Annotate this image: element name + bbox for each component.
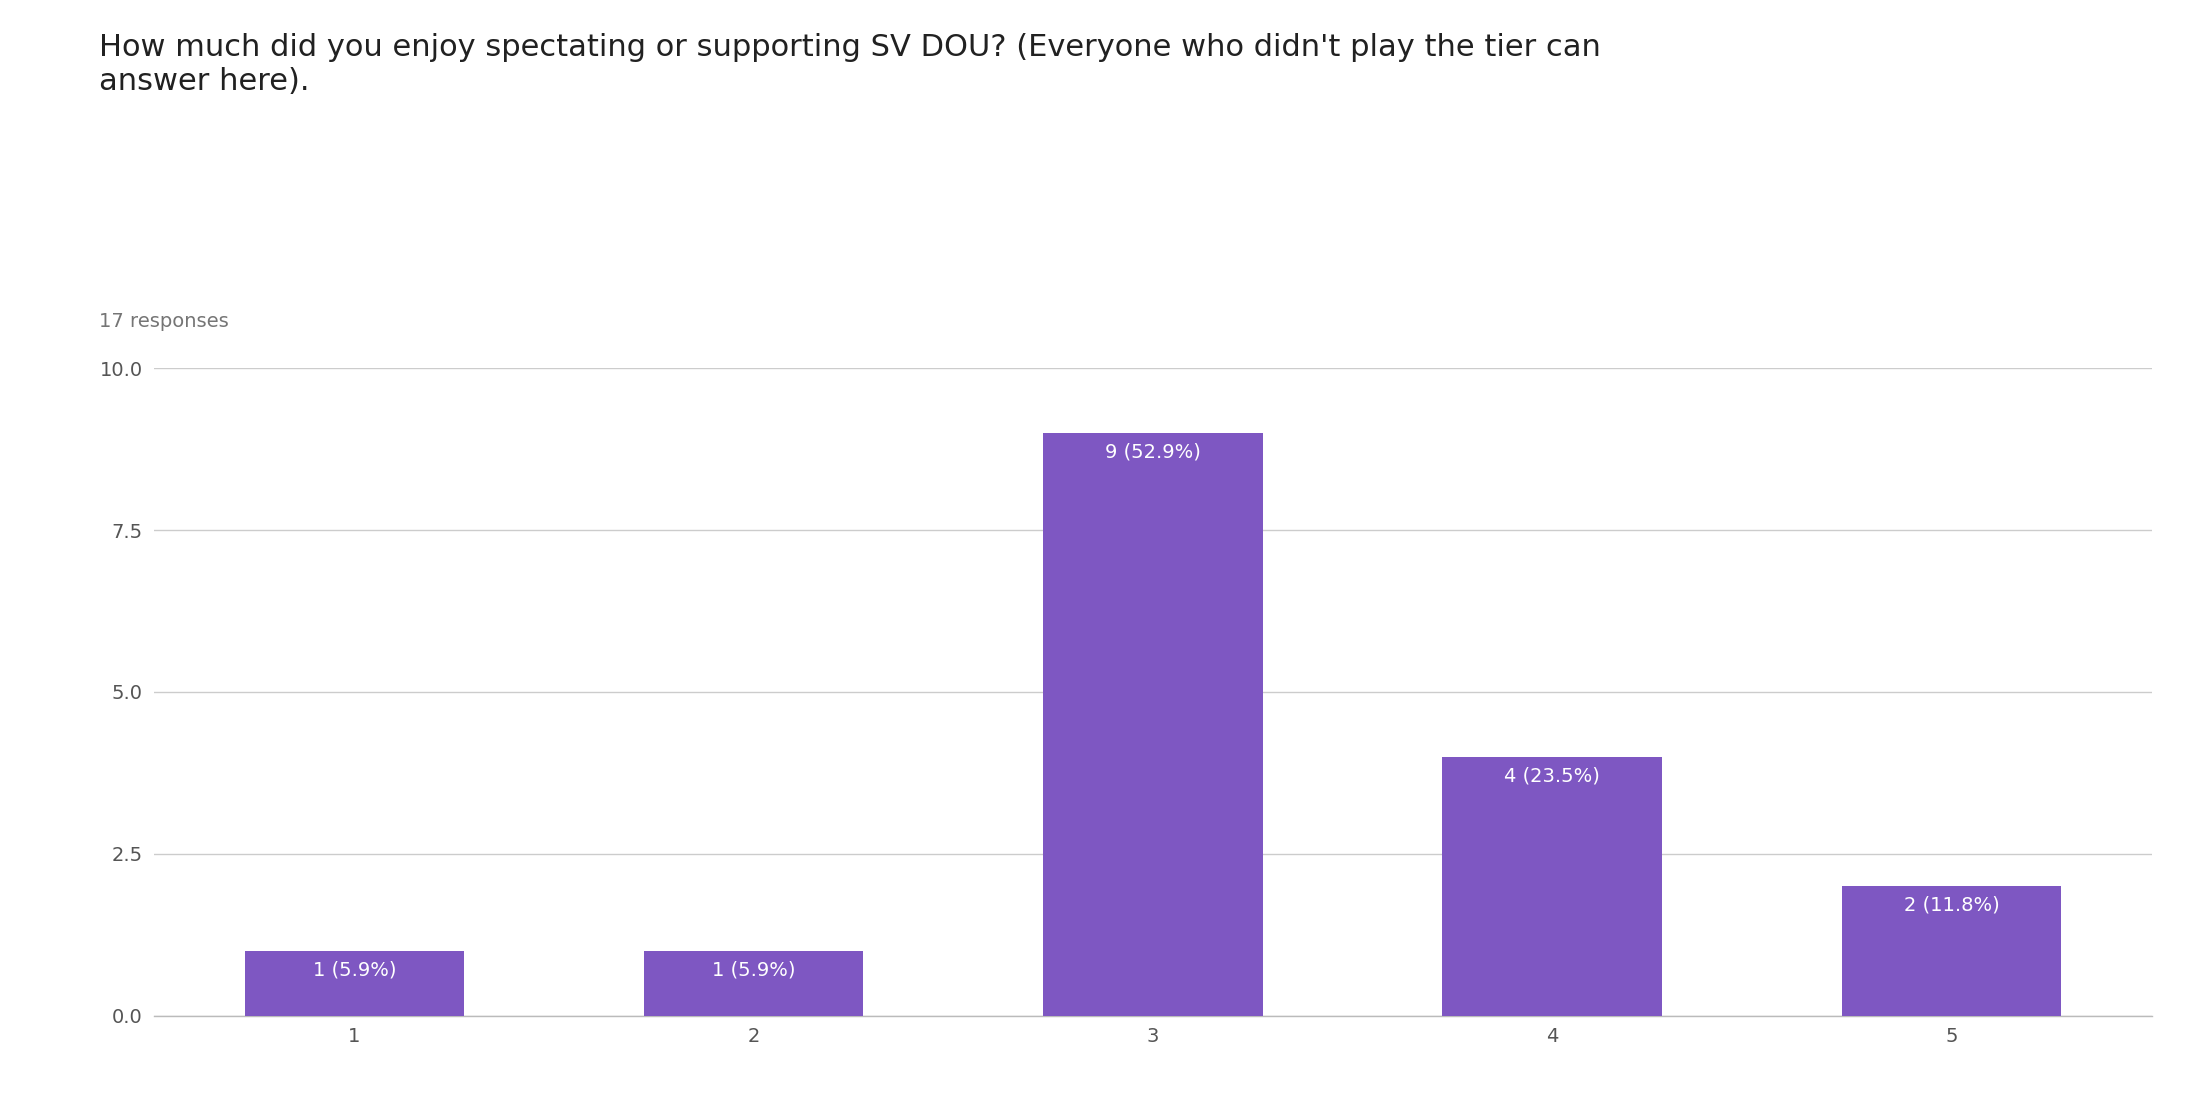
Bar [1043, 433, 1263, 1016]
Text: 9 (52.9%): 9 (52.9%) [1105, 443, 1201, 462]
Text: 1 (5.9%): 1 (5.9%) [712, 961, 795, 980]
Text: 17 responses: 17 responses [99, 312, 228, 331]
Text: How much did you enjoy spectating or supporting SV DOU? (Everyone who didn't pla: How much did you enjoy spectating or sup… [99, 33, 1601, 96]
Bar [643, 951, 863, 1016]
Bar [1842, 886, 2062, 1016]
Text: 4 (23.5%): 4 (23.5%) [1504, 767, 1601, 786]
Bar [1443, 757, 1662, 1016]
Text: 2 (11.8%): 2 (11.8%) [1904, 896, 1998, 915]
Bar [244, 951, 463, 1016]
Text: 1 (5.9%): 1 (5.9%) [312, 961, 395, 980]
